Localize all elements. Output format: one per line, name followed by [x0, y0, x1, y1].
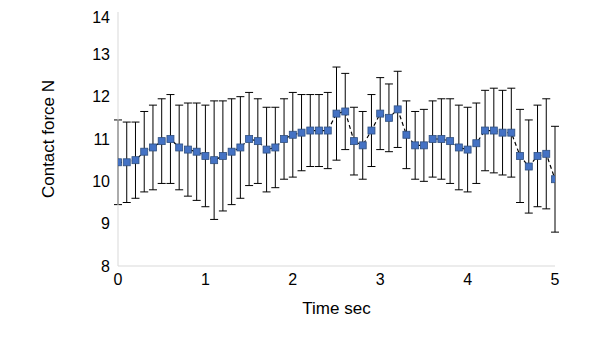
svg-text:12: 12 [92, 88, 110, 105]
svg-text:11: 11 [93, 131, 110, 148]
svg-text:13: 13 [92, 46, 110, 63]
svg-text:Contact force N: Contact force N [39, 80, 58, 198]
svg-text:3: 3 [376, 271, 385, 288]
svg-text:Time sec: Time sec [302, 299, 371, 318]
svg-text:9: 9 [101, 215, 110, 232]
svg-text:0: 0 [114, 271, 123, 288]
svg-text:10: 10 [92, 173, 110, 190]
svg-text:1: 1 [201, 271, 210, 288]
svg-text:2: 2 [288, 271, 297, 288]
svg-text:5: 5 [551, 271, 560, 288]
svg-text:8: 8 [101, 258, 110, 275]
svg-text:14: 14 [92, 9, 110, 26]
svg-text:4: 4 [463, 271, 472, 288]
